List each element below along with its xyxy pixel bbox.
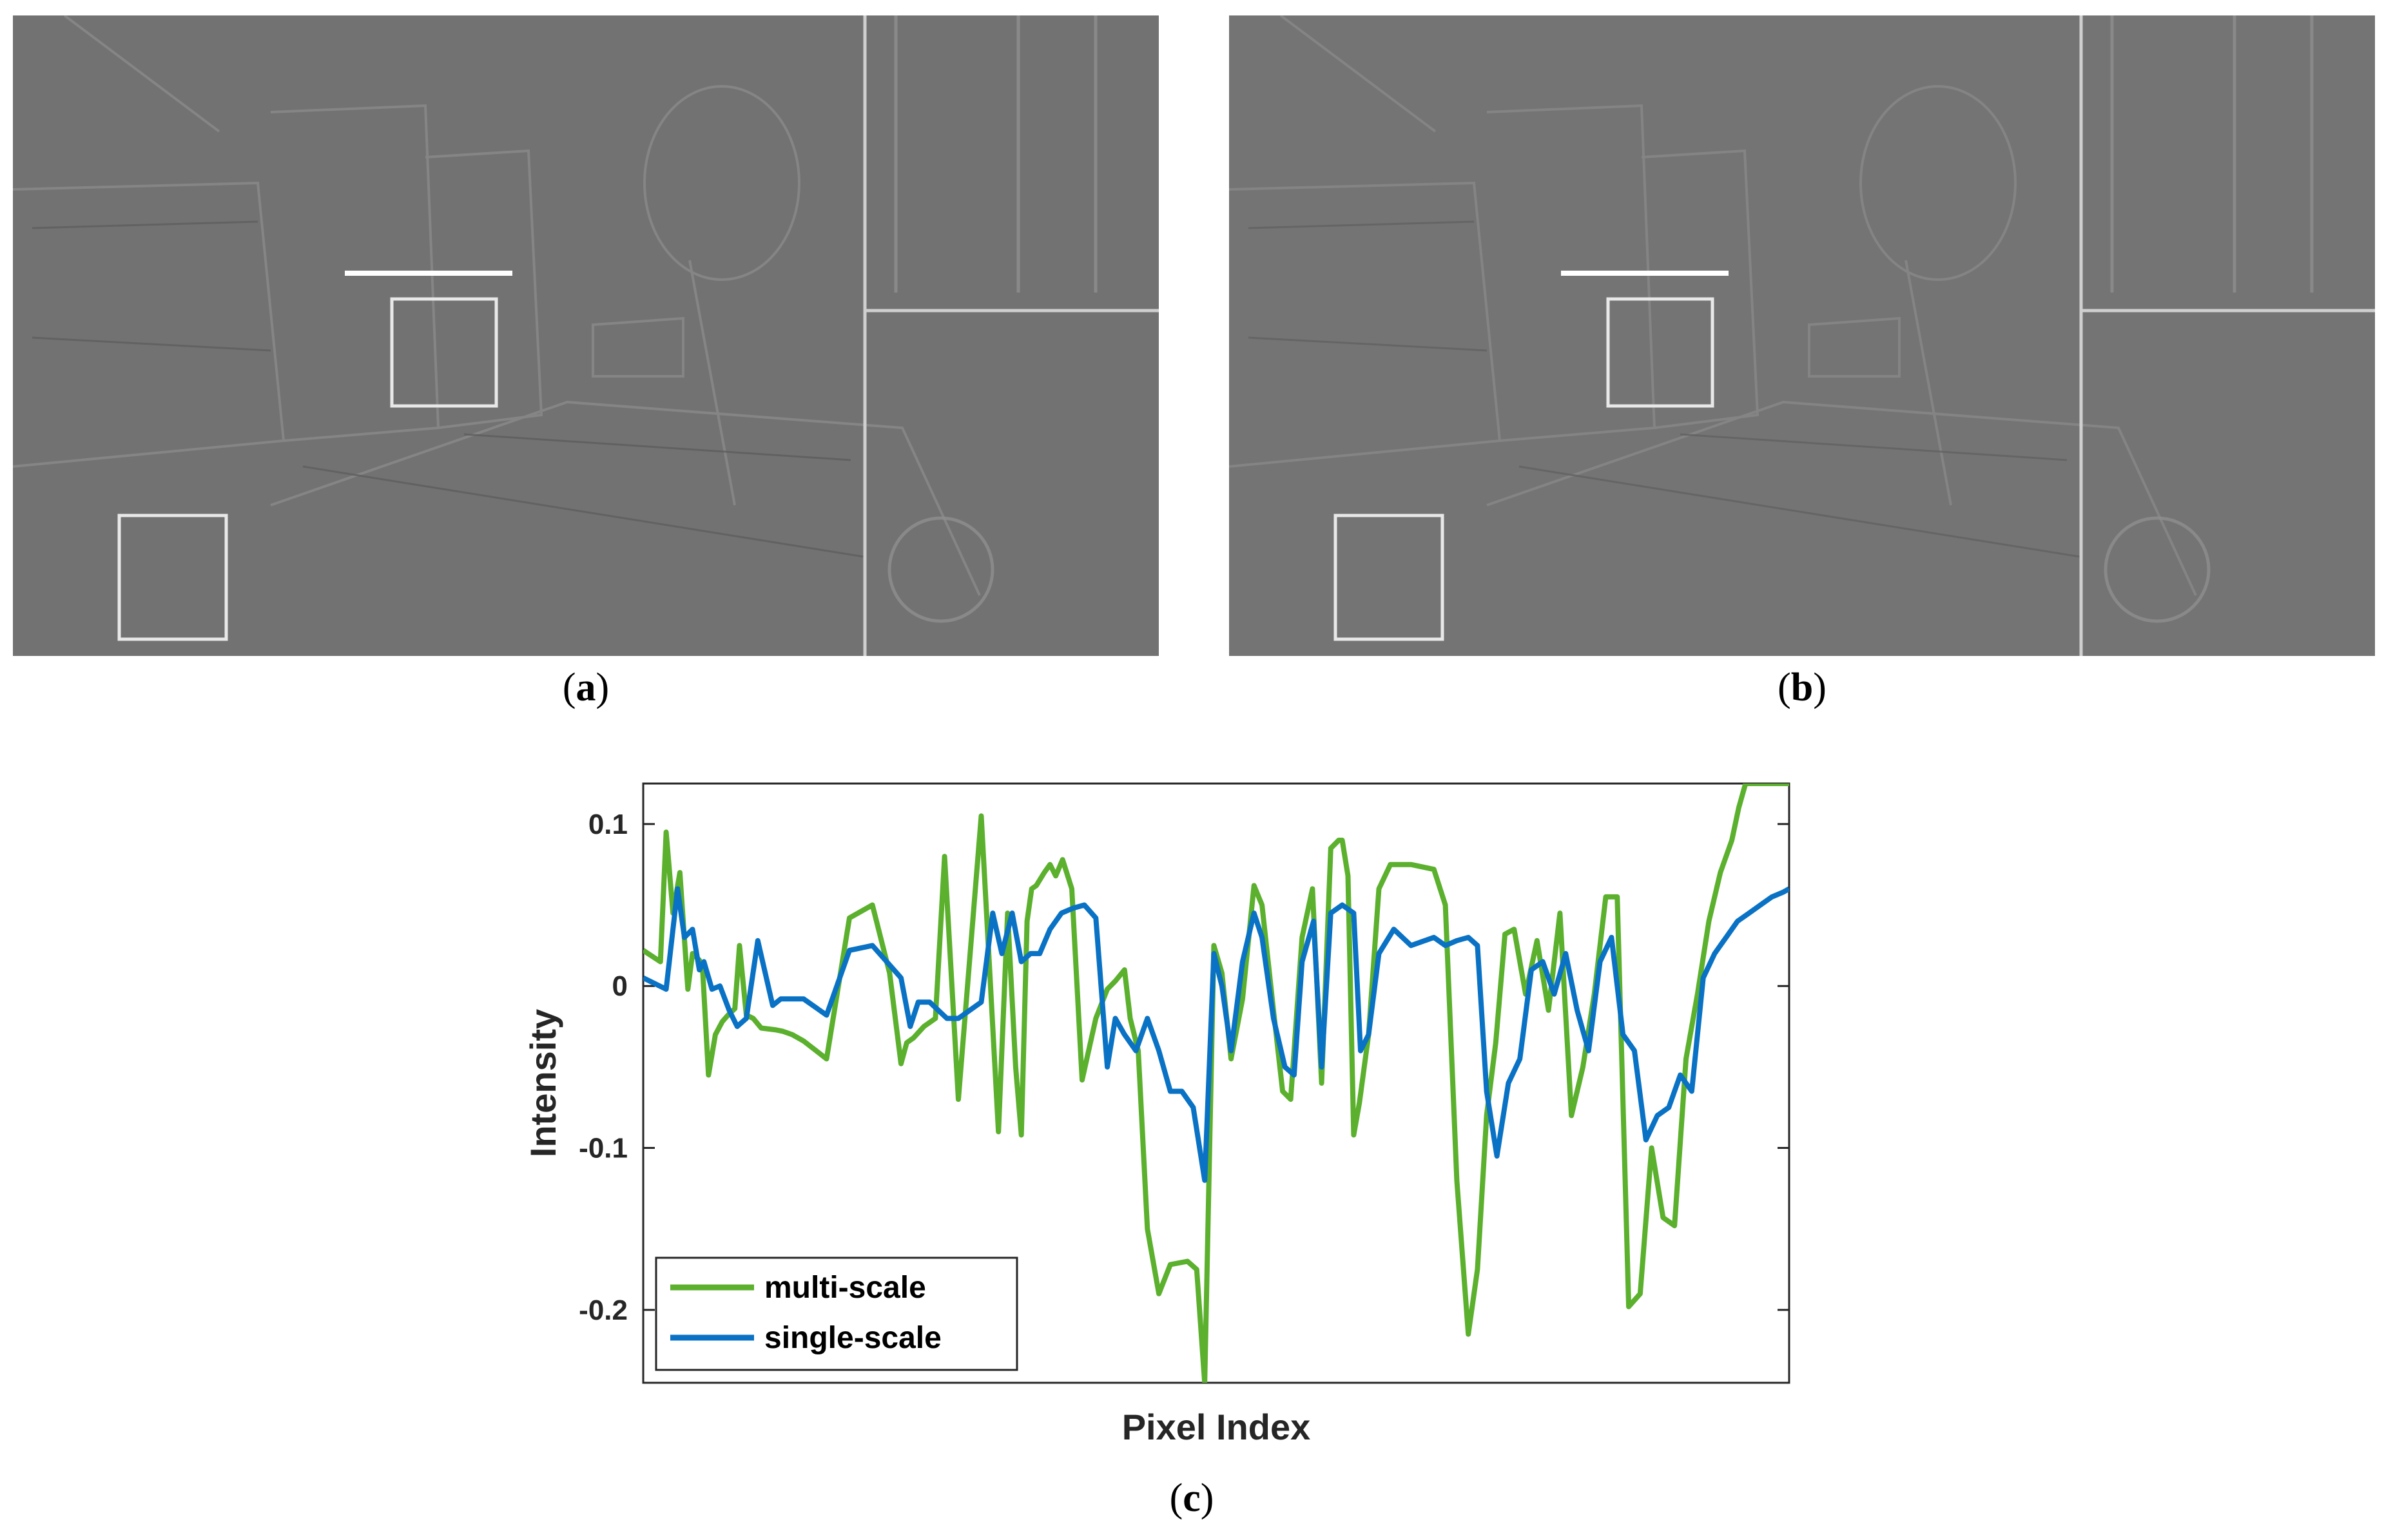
series-layer	[643, 784, 1789, 1383]
panel-c-caption: (c)	[1169, 1476, 1214, 1520]
y-tick-label: -0.1	[579, 1133, 628, 1164]
panel-a-image	[13, 15, 1159, 656]
panel-b-image	[1229, 15, 2375, 656]
panel-b-scene	[1229, 15, 2375, 656]
x-axis-title: Pixel Index	[1122, 1407, 1311, 1447]
series-line-single-scale	[643, 886, 1789, 1183]
panel-c-chart: 0.1 0 -0.1 -0.2 Intensity Pixel Index multi…	[490, 760, 1817, 1469]
panel-b-caption: (b)	[1778, 666, 1827, 709]
line-chart: 0.1 0 -0.1 -0.2 Intensity Pixel Index multi…	[523, 782, 1790, 1447]
y-tick-label: 0.1	[588, 809, 628, 840]
legend-label-single-scale: single-scale	[764, 1321, 942, 1355]
y-tick-label: 0	[612, 970, 628, 1002]
legend-label-multi-scale: multi-scale	[764, 1271, 926, 1305]
legend: multi-scale single-scale	[655, 1256, 1018, 1371]
y-axis-title: Intensity	[523, 1009, 563, 1157]
panel-a-scene	[13, 15, 1159, 656]
legend-box	[655, 1256, 1018, 1371]
y-axis-ticks: 0.1 0 -0.1 -0.2	[579, 809, 1789, 1326]
panel-a-caption: (a)	[562, 666, 610, 709]
y-tick-label: -0.2	[579, 1295, 628, 1326]
series-line-multi-scale	[643, 784, 1789, 1383]
